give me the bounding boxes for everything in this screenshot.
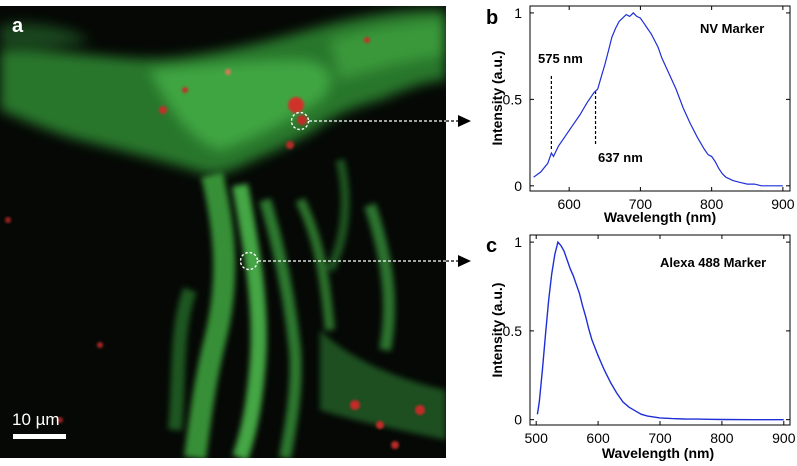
chart-c-ticks [530,235,790,425]
nv-marker-circle [290,111,310,131]
x-tick-label: 800 [700,196,724,212]
y-tick-label: 0 [514,178,522,194]
scale-bar [13,434,66,439]
x-tick-label: 600 [586,430,610,446]
x-tick-label: 500 [525,430,549,446]
nv-spectrum-panel: b 600 700 800 900 0 0.5 1 NV Marker 575 nm 637… [486,5,795,225]
annotation-575nm: 575 nm [538,51,583,66]
alexa-marker-circle [239,251,259,271]
alexa-legend-text: Alexa 488 Marker [660,255,766,270]
x-tick-label: 800 [710,430,734,446]
y-tick-label: 0.5 [503,323,523,339]
chart-b-ylabel: Intensity (a.u.) [489,51,505,146]
annotation-637nm: 637 nm [598,150,643,165]
y-tick-label: 0 [514,412,522,428]
micrograph-content [0,9,446,458]
y-tick-label: 1 [514,5,522,21]
red-puncta [5,37,425,449]
chart-c-tick-labels: 500 600 700 800 900 0 0.5 1 [503,234,796,446]
x-tick-label: 600 [557,196,581,212]
chart-c-ylabel: Intensity (a.u.) [489,283,505,378]
chart-b-frame [529,5,791,192]
x-tick-label: 700 [648,430,672,446]
x-tick-label: 700 [629,196,653,212]
panel-letter-c: c [486,235,497,257]
chart-b-ticks [530,6,790,191]
chart-b-tick-labels: 600 700 800 900 0 0.5 1 [503,5,795,212]
chart-c-xlabel: Wavelength (nm) [602,445,714,461]
y-tick-label: 1 [514,234,522,250]
scale-bar-label: 10 µm [12,410,60,429]
green-cell-body [0,9,446,175]
x-tick-label: 900 [771,196,795,212]
nv-spectrum-line [533,12,783,187]
chart-b-annotation-lines [550,76,597,151]
alexa-arrowhead [458,255,471,267]
alexa-spectrum-line [536,240,784,421]
nv-arrowhead [458,115,471,127]
x-tick-label: 900 [772,430,796,446]
panel-letter-b: b [486,7,498,29]
micrograph-panel: a 10 µm [0,6,471,458]
y-tick-label: 0.5 [503,91,523,107]
nv-legend-text: NV Marker [700,21,764,36]
panel-letter-a: a [12,15,24,37]
chart-b-xlabel: Wavelength (nm) [604,209,716,225]
green-filaments [168,158,446,458]
